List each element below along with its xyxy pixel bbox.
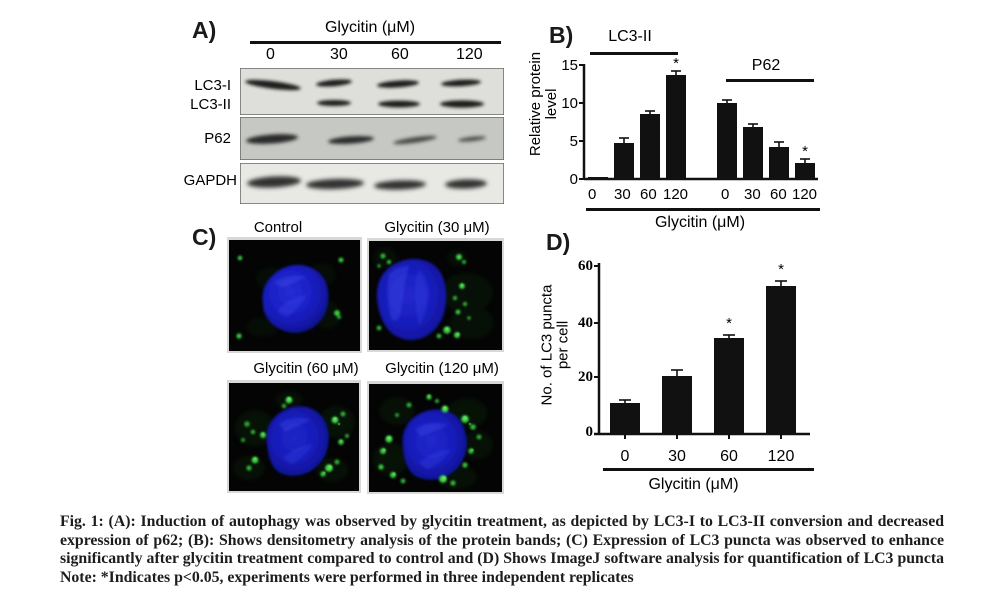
svg-text:*: * — [673, 55, 679, 72]
svg-text:*: * — [802, 143, 808, 160]
svg-text:*: * — [726, 315, 732, 332]
svg-text:*: * — [778, 261, 784, 278]
